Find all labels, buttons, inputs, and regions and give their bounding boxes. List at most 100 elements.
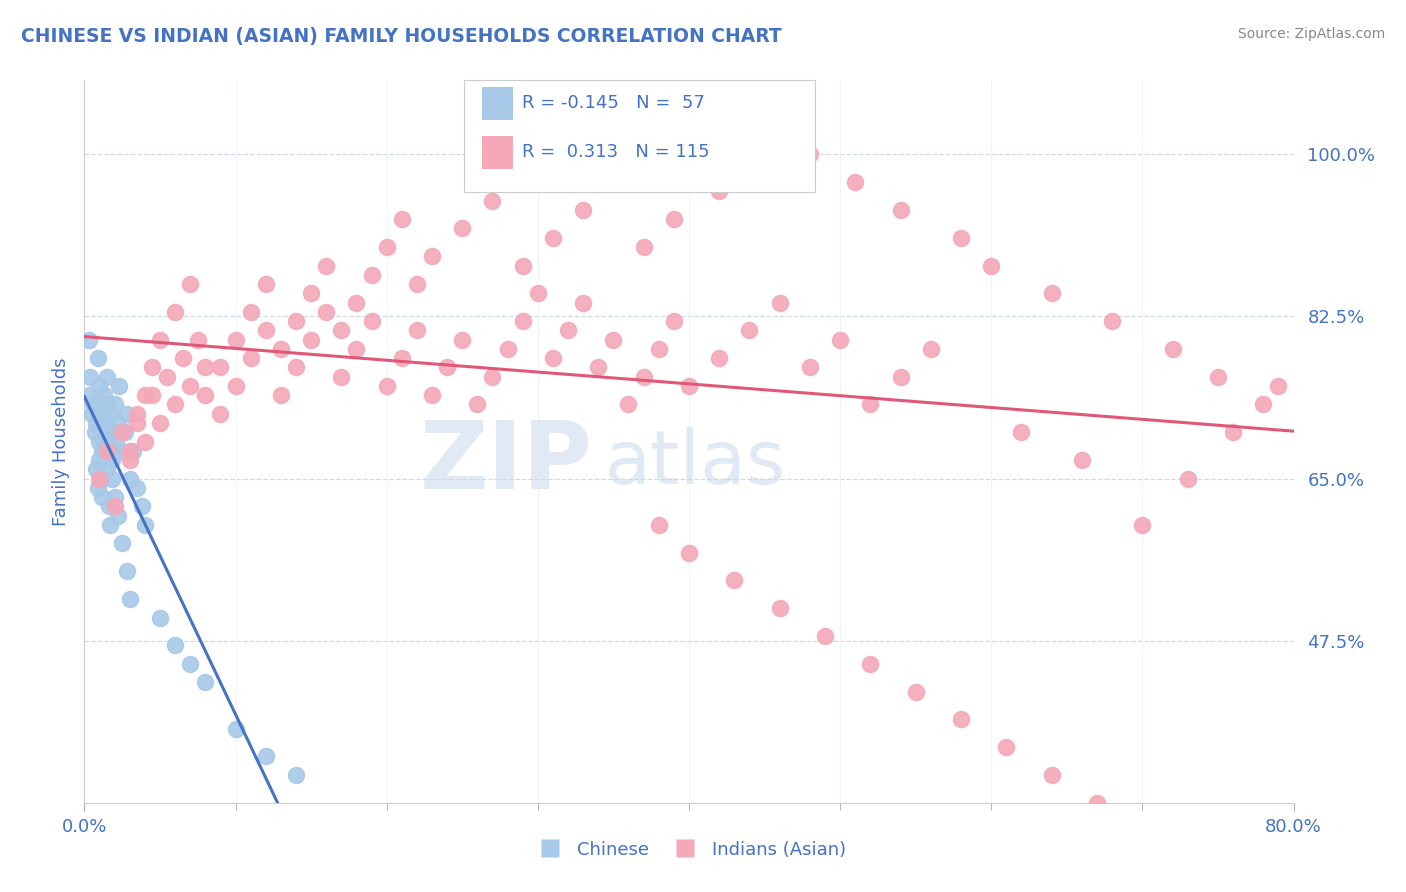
Point [94,416,117,430]
Point [156,369,179,384]
Point [97,443,120,458]
Point [93,434,115,449]
Point [194,675,217,690]
Point [678,379,700,393]
Point [127,416,149,430]
Point [270,342,292,356]
Point [541,231,564,245]
Point [127,407,149,421]
Point [950,231,973,245]
Point [225,722,247,736]
Point [165,638,187,652]
Point [77,388,100,402]
Point [799,360,821,375]
Point [87,481,110,495]
Point [118,472,141,486]
Point [194,388,217,402]
Point [1222,425,1244,440]
Point [754,156,776,170]
Point [104,397,127,411]
Point [80,407,103,421]
Point [96,462,118,476]
Point [149,610,172,624]
Point [101,425,124,440]
Point [602,333,624,347]
Point [149,416,172,430]
Point [980,259,1002,273]
Point [346,342,368,356]
Point [91,490,114,504]
Point [101,443,124,458]
Point [115,564,138,578]
Point [648,517,671,532]
Point [391,212,413,227]
Point [360,314,382,328]
Point [890,202,912,217]
Point [107,508,129,523]
Point [90,472,112,486]
Point [436,360,458,375]
Point [1177,472,1199,486]
Point [172,351,194,366]
Point [1206,369,1229,384]
Text: CHINESE VS INDIAN (ASIAN) FAMILY HOUSEHOLDS CORRELATION CHART: CHINESE VS INDIAN (ASIAN) FAMILY HOUSEHO… [21,27,782,45]
Point [406,323,429,337]
Point [90,407,112,421]
Point [588,360,610,375]
Point [86,416,108,430]
Point [602,175,624,189]
Point [79,369,101,384]
Point [617,397,640,411]
Point [557,323,579,337]
Legend: Chinese, Indians (Asian): Chinese, Indians (Asian) [524,834,853,866]
Point [127,481,149,495]
Point [420,249,443,263]
Point [86,462,108,476]
Point [572,295,595,310]
Point [115,407,138,421]
Point [96,369,118,384]
Point [633,240,655,254]
Point [496,342,519,356]
Point [108,379,131,393]
Point [104,490,127,504]
Point [709,351,731,366]
Point [285,314,308,328]
Text: Source: ZipAtlas.com: Source: ZipAtlas.com [1237,27,1385,41]
Point [360,268,382,282]
Text: R =  0.313   N = 115: R = 0.313 N = 115 [522,143,709,161]
Text: R = -0.145   N =  57: R = -0.145 N = 57 [522,94,704,112]
Point [375,240,398,254]
Point [481,369,503,384]
Point [330,323,353,337]
Point [859,397,882,411]
Point [111,443,134,458]
Point [165,305,187,319]
Point [254,277,277,291]
Point [91,397,114,411]
Point [98,517,121,532]
Y-axis label: Family Households: Family Households [52,358,70,525]
Point [769,295,792,310]
Point [904,684,927,698]
Point [995,740,1018,755]
Point [1101,314,1123,328]
Point [375,379,398,393]
Point [89,472,111,486]
Point [118,453,141,467]
Point [859,657,882,671]
Point [769,601,792,615]
Point [723,574,745,588]
Point [814,629,837,643]
Point [111,425,134,440]
Point [107,416,129,430]
Point [738,323,761,337]
Point [91,443,114,458]
Point [209,407,232,421]
Point [87,351,110,366]
Point [527,286,550,301]
Point [209,360,232,375]
Point [512,259,534,273]
Point [89,379,111,393]
Point [950,713,973,727]
